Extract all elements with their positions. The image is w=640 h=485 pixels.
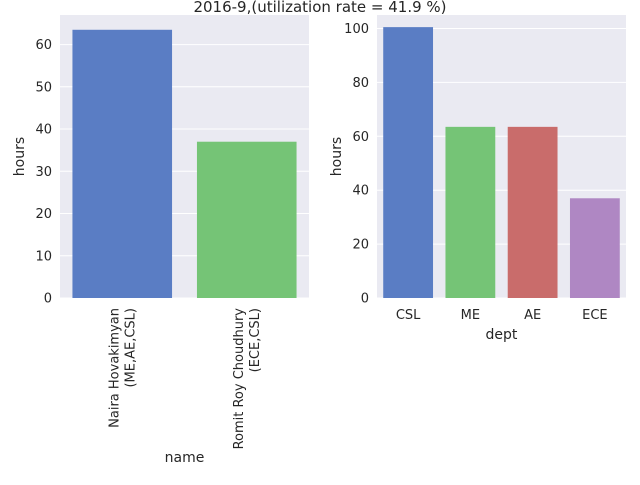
panel1-y-tick-label: 40: [35, 123, 52, 138]
panel2-x-axis-label: dept: [486, 327, 518, 343]
chart-title: 2016-9,(utilization rate = 41.9 %): [193, 0, 446, 16]
panel2-bar: [445, 126, 496, 298]
panel2-y-tick-label: 80: [352, 76, 369, 91]
panel2-y-tick-label: 40: [352, 184, 369, 199]
panel1-y-tick-label: 10: [35, 249, 52, 264]
panel2-x-tick-label: ECE: [582, 308, 608, 323]
panel1-x-tick-label: Naira Hovakimyan: [107, 308, 122, 428]
panel2-x-tick-label: CSL: [396, 308, 421, 323]
panel2-bar: [569, 198, 620, 298]
panel2-x-tick-label: ME: [461, 308, 480, 323]
panel2-y-tick-label: 100: [344, 22, 369, 37]
panel1-y-tick-label: 20: [35, 207, 52, 222]
panel1-x-tick-label: Romit Roy Choudhury: [232, 308, 247, 450]
panel1-y-tick-label: 60: [35, 38, 52, 53]
panel1-bar: [196, 141, 297, 298]
panel1-y-tick-label: 50: [35, 80, 52, 95]
panel2-y-tick-label: 60: [352, 130, 369, 145]
panel1-y-axis-label: hours: [12, 137, 28, 176]
panel1-x-axis-label: name: [165, 450, 205, 466]
panel2-bar: [507, 126, 558, 298]
panel2-x-tick-label: AE: [524, 308, 541, 323]
panel1-y-tick-label: 0: [44, 292, 52, 307]
panel1-bar: [72, 29, 173, 299]
panel2-y-axis-label: hours: [329, 137, 345, 176]
panel1-x-tick-label: (ME,AE,CSL): [123, 308, 138, 388]
panel1-x-tick-label: (ECE,CSL): [248, 308, 263, 372]
panel2-bar: [383, 27, 434, 298]
panel2-y-tick-label: 0: [361, 292, 369, 307]
panel1-y-tick-label: 30: [35, 165, 52, 180]
panel2-y-tick-label: 20: [352, 238, 369, 253]
